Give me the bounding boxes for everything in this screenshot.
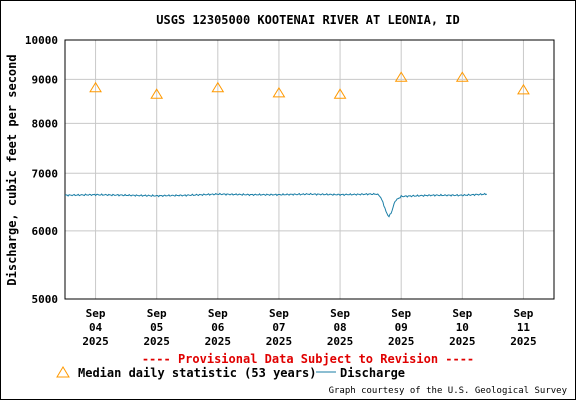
legend-median-label: Median daily statistic (53 years) xyxy=(78,366,316,380)
x-tick-label: Sep xyxy=(86,307,106,320)
x-tick-label: 2025 xyxy=(510,335,537,348)
x-tick-label: 2025 xyxy=(388,335,415,348)
x-tick-label: 11 xyxy=(517,321,531,334)
median-marker xyxy=(394,71,408,82)
grid-lines xyxy=(65,40,554,299)
y-tick-label: 5000 xyxy=(32,293,59,306)
x-tick-label: 06 xyxy=(211,321,225,334)
x-tick-label: Sep xyxy=(147,307,167,320)
credit-text: Graph courtesy of the U.S. Geological Su… xyxy=(329,386,568,396)
x-tick-label: 2025 xyxy=(266,335,293,348)
x-tick-label: 2025 xyxy=(449,335,476,348)
legend-discharge-label: Discharge xyxy=(340,366,405,380)
x-tick-label: 04 xyxy=(89,321,103,334)
y-tick-label: 9000 xyxy=(32,73,59,86)
x-tick-label: Sep xyxy=(514,307,534,320)
x-tick-label: 2025 xyxy=(205,335,232,348)
y-tick-label: 7000 xyxy=(32,167,59,180)
x-tick-label: 2025 xyxy=(143,335,170,348)
x-tick-label: 2025 xyxy=(82,335,109,348)
legend: Median daily statistic (53 years) Discha… xyxy=(56,366,405,380)
x-tick-label: 05 xyxy=(150,321,163,334)
y-axis-label: Discharge, cubic feet per second xyxy=(5,54,19,285)
x-tick-label: 10 xyxy=(456,321,469,334)
x-tick-label: 08 xyxy=(333,321,346,334)
x-tick-label: Sep xyxy=(269,307,289,320)
series-layer xyxy=(64,71,530,218)
y-tick-label: 6000 xyxy=(32,225,59,238)
x-tick-label: Sep xyxy=(330,307,350,320)
median-marker xyxy=(89,81,102,93)
y-tick-label: 8000 xyxy=(32,117,59,130)
median-marker xyxy=(455,71,469,82)
x-axis-ticks: Sep042025Sep052025Sep062025Sep072025Sep0… xyxy=(82,307,536,348)
median-marker xyxy=(272,86,286,98)
median-marker xyxy=(333,88,347,99)
legend-median-marker xyxy=(56,366,70,378)
x-tick-label: Sep xyxy=(208,307,228,320)
x-tick-label: 09 xyxy=(395,321,408,334)
provisional-note: ---- Provisional Data Subject to Revisio… xyxy=(142,352,474,366)
y-tick-label: 10000 xyxy=(25,34,58,47)
x-tick-label: 2025 xyxy=(327,335,354,348)
median-marker xyxy=(211,81,225,93)
discharge-line xyxy=(64,192,488,218)
x-tick-label: 07 xyxy=(272,321,285,334)
x-tick-label: Sep xyxy=(452,307,472,320)
plot-area xyxy=(64,39,555,300)
y-axis-ticks: 5000 6000 7000 8000 9000 10000 xyxy=(25,34,58,306)
median-marker xyxy=(150,88,164,99)
median-marker xyxy=(517,83,530,95)
chart-title: USGS 12305000 KOOTENAI RIVER AT LEONIA, … xyxy=(156,13,459,27)
x-tick-label: Sep xyxy=(391,307,411,320)
